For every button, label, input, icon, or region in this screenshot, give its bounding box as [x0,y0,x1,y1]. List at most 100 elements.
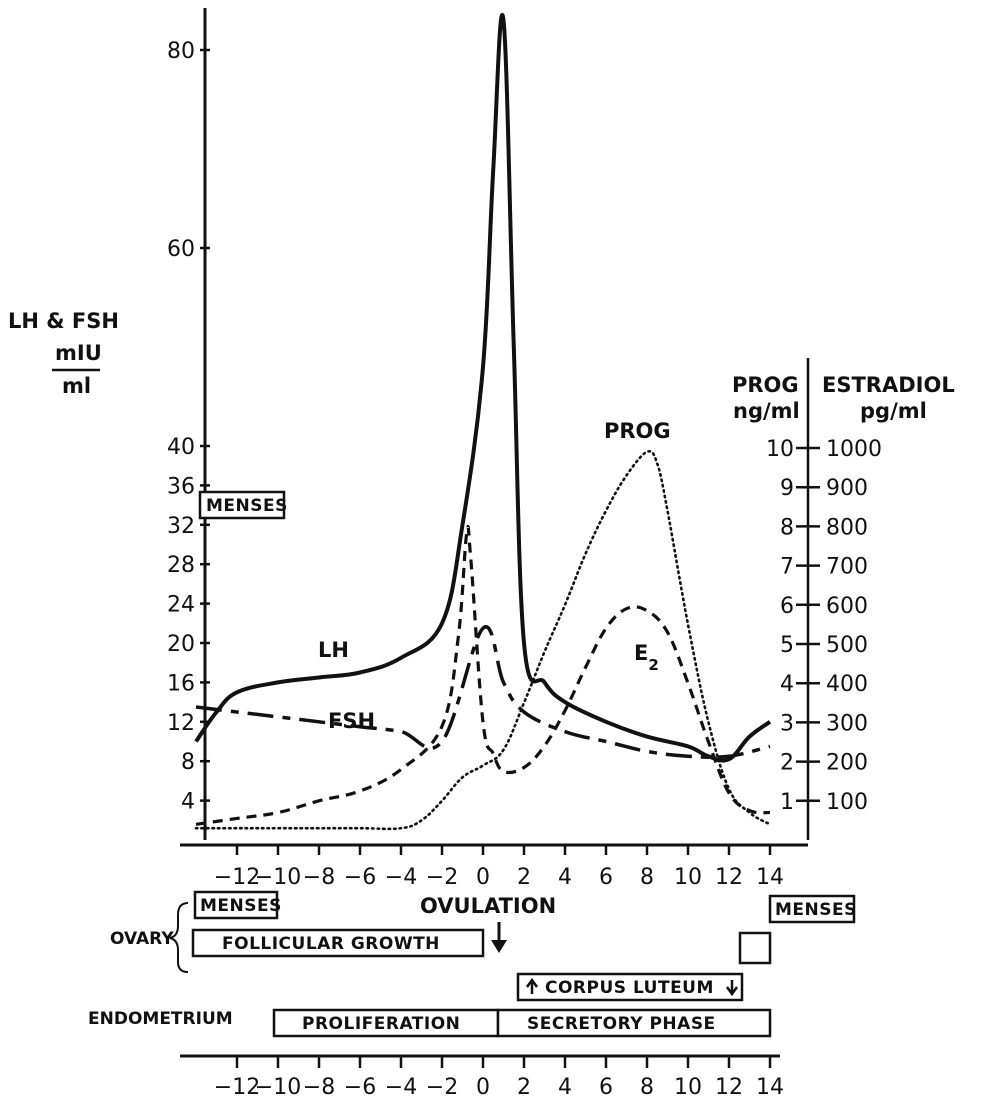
bottom-tick-label: 2 [517,1075,531,1100]
x-tick-label: 0 [476,865,490,890]
x-tick-label: 2 [517,865,531,890]
left-tick-label: 40 [167,435,195,460]
left-tick-label: 12 [167,711,195,736]
x-tick-label: −10 [255,865,301,890]
estradiol-tick-label: 500 [826,633,868,658]
x-tick-label: 10 [674,865,702,890]
ovulation-arrow-head [491,940,507,953]
left-axis-title-2: mIU [55,341,102,365]
estradiol-tick-label: 1000 [826,437,882,462]
estradiol-tick-label: 700 [826,555,868,580]
prog-tick-label: 7 [780,555,794,580]
prog-tick-label: 5 [780,633,794,658]
prog-tick-label: 10 [766,437,794,462]
bottom-tick-label: −4 [385,1075,417,1100]
left-tick-label: 60 [167,237,195,262]
x-tick-label: 6 [599,865,613,890]
estradiol-tick-label: 800 [826,515,868,540]
menses-left-label: MENSES [200,896,282,916]
prog-tick-label: 1 [780,790,794,815]
estradiol-tick-label: 200 [826,751,868,776]
fsh-series-label: FSH [328,709,375,733]
prog-axis-title-1: PROG [732,373,799,397]
ovary-brace [169,902,189,973]
secretory-label: SECRETORY PHASE [527,1014,716,1034]
bottom-tick-label: 12 [715,1075,743,1100]
menses-right-label: MENSES [775,900,857,920]
prog-tick-label: 6 [780,594,794,619]
endometrium-label: ENDOMETRIUM [88,1009,233,1029]
bottom-tick-label: 8 [640,1075,654,1100]
bottom-axis-ticks: −12−10 −8 −6 −4 −2 0 2 4 6 8 10 12 14 [214,1056,784,1100]
bottom-tick-label: 6 [599,1075,613,1100]
menses-top-box [198,490,286,520]
bottom-tick-label: 4 [558,1075,572,1100]
menses-right-box [768,894,856,924]
corpus-luteum-end-box [738,931,772,965]
left-axis-ticks: 4 8 12 16 20 24 28 32 36 40 60 80 [167,39,210,815]
estradiol-tick-label: 900 [826,476,868,501]
menses-top-label: MENSES [206,496,288,516]
prog-tick-label: 4 [780,672,794,697]
estradiol-tick-label: 400 [826,672,868,697]
x-tick-label: 12 [715,865,743,890]
secretory-box [496,1008,772,1038]
right-axis-ticks: 1 100 2 200 3 300 4 400 5 500 6 600 7 700 8 800 9 900 10 10… [766,437,882,815]
lh-series-label: LH [318,638,349,662]
left-axis-title-1: LH & FSH [8,309,119,333]
ovulation-label: OVULATION [420,894,556,918]
prog-tick-label: 3 [780,711,794,736]
series-line-lh [194,12,772,763]
x-tick-label: −4 [385,865,417,890]
menses-left-box [193,890,279,920]
prog-series-label: PROG [604,419,671,443]
bottom-tick-label: −8 [303,1075,335,1100]
ovary-label: OVARY [110,929,174,949]
x-tick-label: 4 [558,865,572,890]
bottom-tick-label: −2 [426,1075,458,1100]
bottom-tick-label: −6 [344,1075,376,1100]
left-tick-label: 16 [167,671,195,696]
prog-tick-label: 8 [780,515,794,540]
left-tick-label: 20 [167,632,195,657]
bottom-tick-label: −12 [214,1075,260,1100]
estradiol-tick-label: 300 [826,711,868,736]
estradiol-tick-label: 100 [826,790,868,815]
prog-tick-label: 2 [780,751,794,776]
proliferation-label: PROLIFERATION [302,1014,460,1034]
left-axis-title-3: ml [62,374,91,398]
left-tick-label: 36 [167,474,195,499]
left-tick-label: 8 [181,750,195,775]
bottom-tick-label: −10 [255,1075,301,1100]
series-layer [194,12,772,831]
e2-series-label: E2 [634,641,659,674]
x-tick-label: −8 [303,865,335,890]
x-tick-label: −2 [426,865,458,890]
follicular-box [191,928,485,958]
series-line-fsh [195,624,771,760]
x-tick-label: −6 [344,865,376,890]
left-tick-label: 32 [167,514,195,539]
corpus-luteum-down-arrow-icon [725,980,739,997]
x-tick-label: −12 [214,865,260,890]
estradiol-axis-title-2: pg/ml [860,399,927,423]
left-tick-label: 24 [167,593,195,618]
bottom-tick-label: 0 [476,1075,490,1100]
bottom-tick-label: 10 [674,1075,702,1100]
left-tick-label: 4 [181,790,195,815]
left-tick-label: 80 [167,39,195,64]
x-tick-label: 8 [640,865,654,890]
prog-axis-title-2: ng/ml [733,399,800,423]
follicular-label: FOLLICULAR GROWTH [222,934,440,954]
left-tick-label: 28 [167,553,195,578]
corpus-luteum-up-arrow-icon [525,977,539,994]
prog-tick-label: 9 [780,476,794,501]
corpus-luteum-label: CORPUS LUTEUM [545,978,714,998]
bottom-tick-label: 14 [756,1075,784,1100]
x-tick-label: 14 [756,865,784,890]
estradiol-tick-label: 600 [826,594,868,619]
series-line-e2 [195,524,771,826]
corpus-luteum-box [516,972,744,1002]
